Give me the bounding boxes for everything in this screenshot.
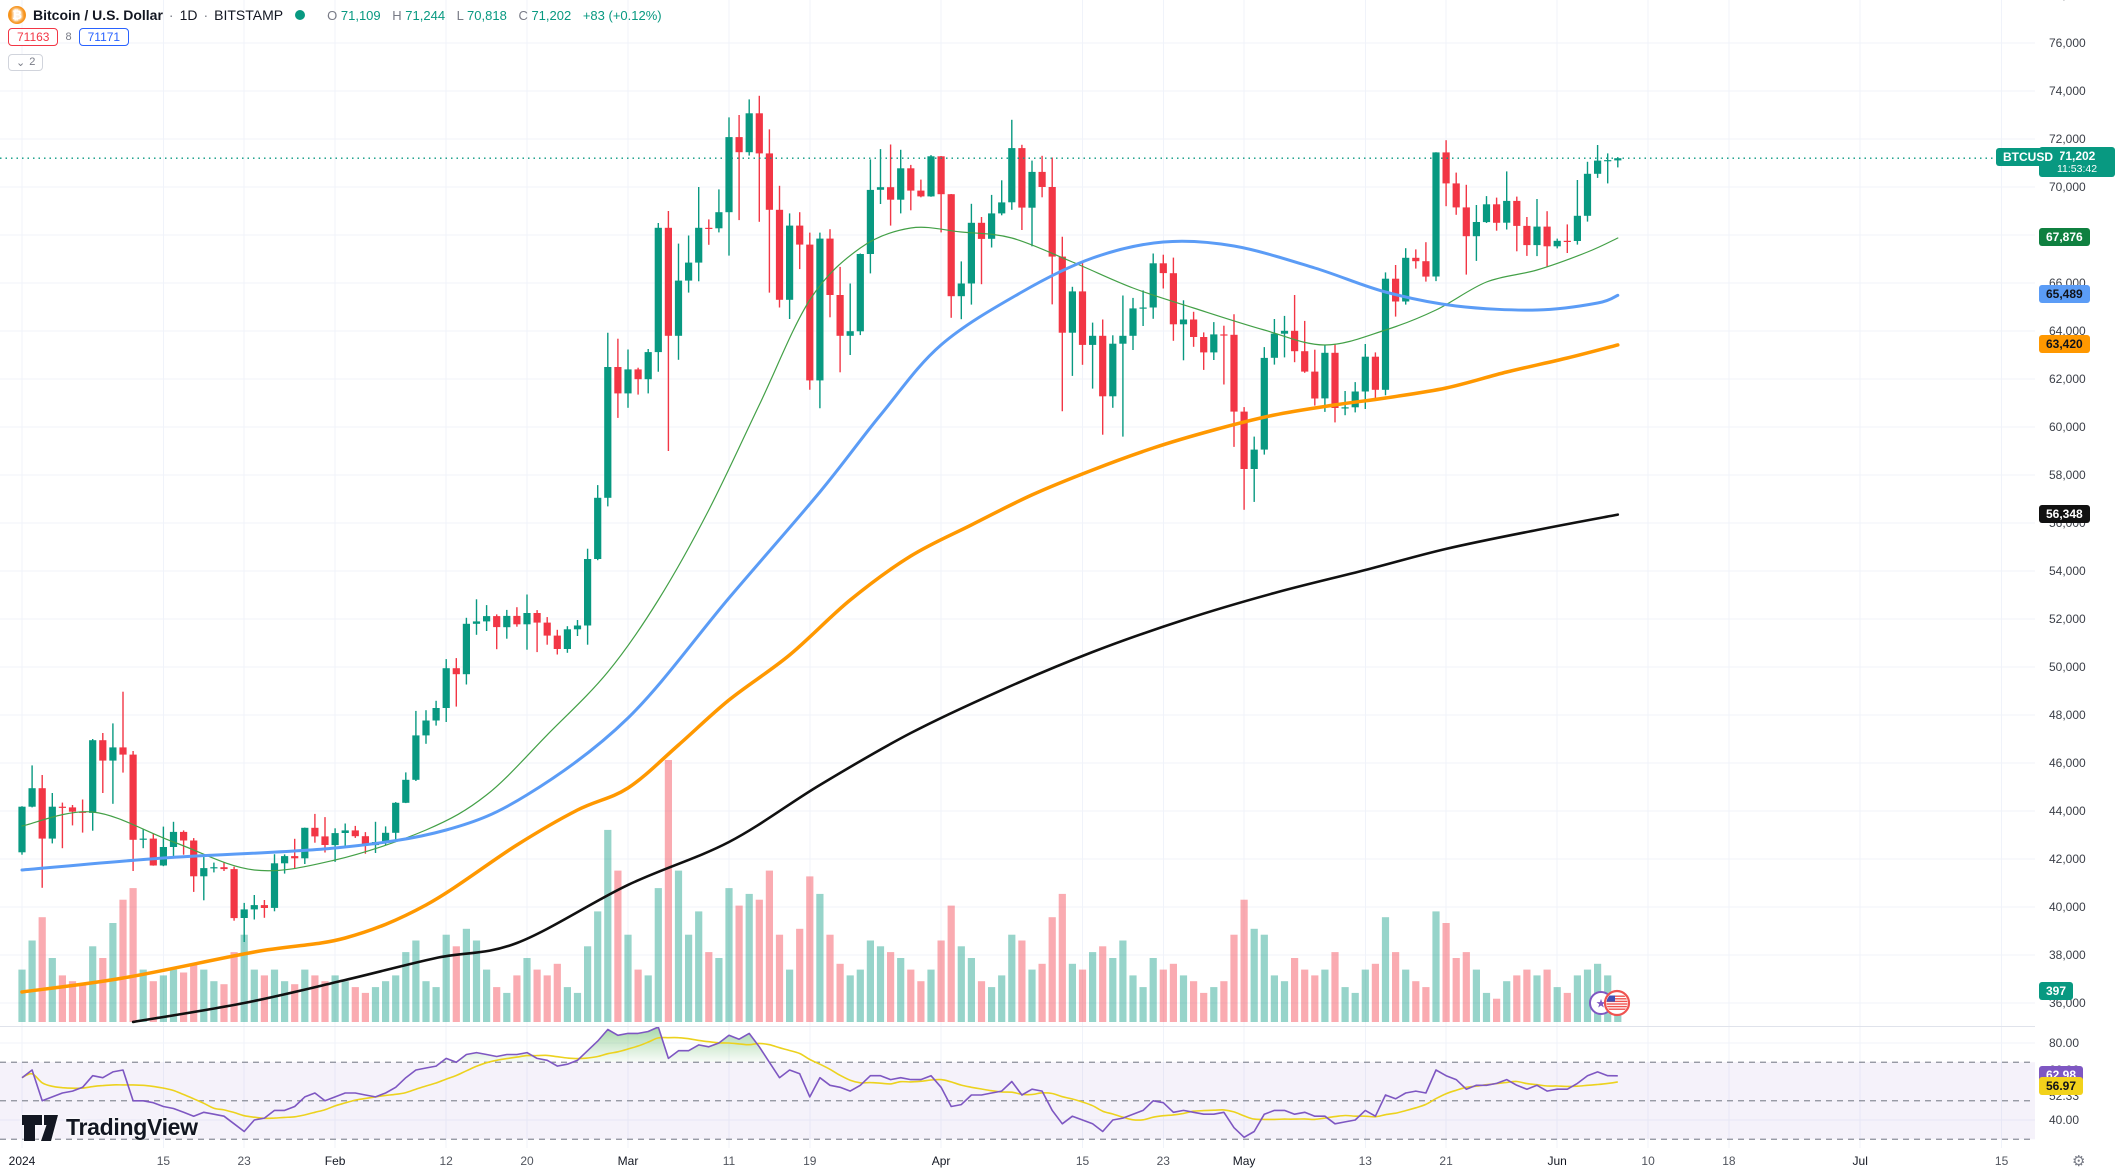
tradingview-logo-text: TradingView [66,1114,198,1140]
tradingview-logo[interactable]: TradingView [22,1114,198,1141]
price-scale-label: 48,000 [2049,708,2086,722]
last-price-value: 71,202 [2058,149,2096,164]
timeframe-label[interactable]: 1D [179,7,198,23]
spread-value: 8 [65,31,72,43]
chart-legend: ₿ Bitcoin / U.S. Dollar · 1D · BITSTAMP … [8,4,662,71]
high-label: H [392,7,402,23]
close-label: C [518,7,528,23]
price-scale-label: 54,000 [2049,564,2086,578]
time-axis-label-mar[interactable]: Mar [617,1154,639,1168]
price-scale[interactable]: 36,000 38,000 40,000 42,000 44,000 46,000 48,0… [2035,0,2115,1148]
separator-dot: · [168,7,174,23]
symbol-price-tag: BTCUSD [1996,148,2060,167]
ma-slow-value: 63,420 [2039,334,2090,353]
price-scale-label: 42,000 [2049,852,2086,866]
price-scale-label: 72,000 [2049,132,2086,146]
time-axis-label-19[interactable]: 19 [803,1154,817,1168]
time-axis-label-15[interactable]: 15 [1994,1154,2009,1168]
time-axis-label-13[interactable]: 13 [1358,1154,1372,1168]
close-value: 71,202 [531,7,572,23]
price-scale-label: 78,000 [2049,0,2086,2]
price-scale-label: 40,000 [2049,900,2086,914]
gear-icon[interactable]: ⚙ [2072,1152,2086,1170]
calendar-event-icons: ★ [1589,989,1631,1017]
time-axis-label-21[interactable]: 21 [1439,1154,1453,1168]
price-scale-label: 44,000 [2049,804,2086,818]
collapsed-indicators-button[interactable]: ⌄ 2 [8,53,44,71]
time-axis-label-23[interactable]: 23 [237,1154,251,1168]
rsi-scale-label: 80.00 [2049,1036,2080,1050]
price-scale-label: 50,000 [2049,660,2086,674]
symbol-title[interactable]: Bitcoin / U.S. Dollar [33,7,163,23]
price-scale-label: 60,000 [2049,420,2086,434]
low-value: 70,818 [467,7,507,23]
tradingview-logo-icon [22,1114,58,1141]
time-axis[interactable]: 2024 15 23 Feb 12 20 Mar 11 19 Apr 15 23 May 13 21 Jun 1… [0,1148,2115,1176]
time-axis-label-18[interactable]: 18 [1722,1154,1736,1168]
bid-price-box[interactable]: 71163 [8,28,59,46]
ma-fast-value: 67,876 [2039,227,2090,246]
price-scale-label: 38,000 [2049,948,2086,962]
open-label: O [327,7,338,23]
pane-separator[interactable] [0,1026,2115,1027]
bitcoin-icon: ₿ [8,6,26,24]
volume-value: 397 [2039,982,2074,1000]
ask-price-box[interactable]: 71171 [78,28,130,46]
ohlc-values: O 71,109 H 71,244 L 70,818 C 71,202 +83 … [319,8,662,23]
time-axis-label-may[interactable]: May [1232,1154,1256,1168]
price-scale-label: 52,000 [2049,612,2086,626]
time-axis-label-jun[interactable]: Jun [1547,1154,1567,1168]
rsi-ma-value: 56.97 [2039,1077,2084,1096]
time-axis-label-11[interactable]: 11 [722,1154,736,1168]
market-status-icon[interactable] [295,10,306,20]
bar-countdown: 11:53:42 [2056,163,2098,176]
collapsed-count: 2 [29,56,36,68]
time-axis-label-apr[interactable]: Apr [931,1154,951,1168]
bid-ask-row: 71163 8 71171 [8,26,662,48]
price-scale-label: 46,000 [2049,756,2086,770]
svg-text:★: ★ [1596,997,1607,1011]
time-axis-label-2024[interactable]: 2024 [8,1154,36,1168]
time-axis-label-jul[interactable]: Jul [1852,1154,1868,1168]
time-axis-label-12[interactable]: 12 [439,1154,453,1168]
time-axis-label-10[interactable]: 10 [1641,1154,1655,1168]
high-value: 71,244 [405,7,446,23]
price-scale-label: 70,000 [2049,180,2086,194]
price-scale-label: 58,000 [2049,468,2086,482]
exchange-label[interactable]: BITSTAMP [214,7,284,23]
time-axis-label-15[interactable]: 15 [156,1154,171,1168]
change-value: +83 (+0.12%) [582,7,662,23]
low-label: L [456,7,464,23]
price-scale-label: 64,000 [2049,324,2086,338]
price-scale-label: 76,000 [2049,36,2086,50]
time-axis-label-feb[interactable]: Feb [324,1154,346,1168]
separator-dot: · [203,7,209,23]
time-axis-label-23[interactable]: 23 [1156,1154,1170,1168]
chevron-down-icon: ⌄ [16,56,26,69]
time-axis-label-15[interactable]: 15 [1075,1154,1090,1168]
ma-medium-value: 65,489 [2039,285,2090,304]
time-axis-label-20[interactable]: 20 [520,1154,534,1168]
price-scale-label: 62,000 [2049,372,2086,386]
open-value: 71,109 [340,7,381,23]
symbol-row[interactable]: ₿ Bitcoin / U.S. Dollar · 1D · BITSTAMP … [8,4,662,26]
rsi-scale-label: 40.00 [2049,1113,2080,1127]
ma-long-value: 56,348 [2039,504,2090,523]
price-scale-label: 74,000 [2049,84,2086,98]
